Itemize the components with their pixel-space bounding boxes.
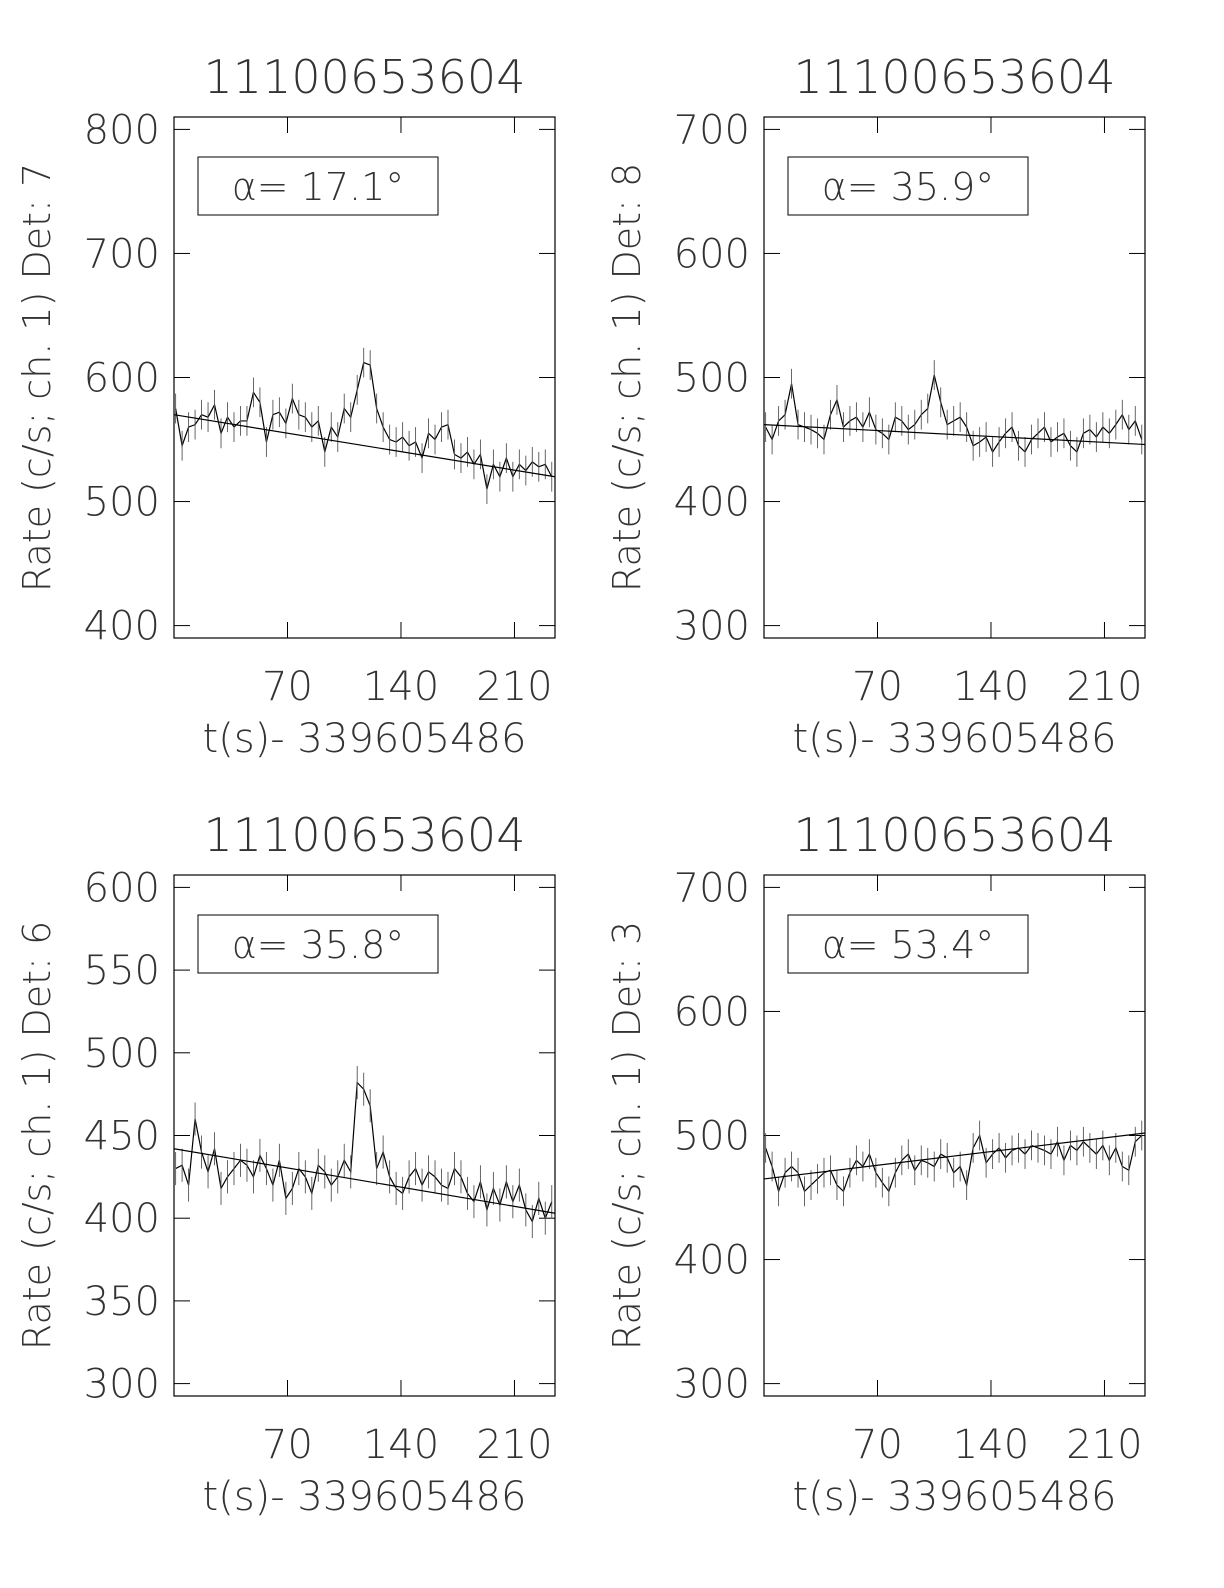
y-tick-label: 400: [674, 480, 750, 526]
y-tick-label: 300: [674, 1362, 750, 1408]
y-tick-label: 400: [84, 1196, 160, 1242]
x-tick-label: 140: [363, 664, 439, 710]
x-tick-label: 70: [262, 664, 313, 710]
data-line: [175, 361, 553, 490]
x-tick-label: 140: [953, 664, 1029, 710]
x-axis-label: t(s)- 339605486: [793, 716, 1117, 762]
panel: 11100653604 Rate (c/s; ch. 1) Det: 3 t(s)-…: [605, 808, 1146, 1520]
x-tick-label: 210: [476, 1422, 552, 1468]
y-tick-label: 400: [84, 604, 160, 650]
annotation: α= 35.8°: [232, 923, 405, 967]
fit-line: [763, 1132, 1146, 1180]
y-tick-label: 600: [674, 231, 750, 277]
y-tick-label: 600: [674, 989, 750, 1035]
panel: 11100653604 Rate (c/s; ch. 1) Det: 7 t(s)-…: [15, 50, 556, 762]
x-tick-label: 210: [1066, 664, 1142, 710]
annotation-box: [787, 156, 1029, 216]
y-tick-label: 400: [674, 1238, 750, 1284]
annotation: α= 53.4°: [822, 923, 995, 967]
x-tick-label: 70: [852, 664, 903, 710]
y-tick-label: 700: [84, 231, 160, 277]
panel-title: 11100653604: [204, 50, 526, 104]
y-tick-label: 500: [674, 356, 750, 402]
y-tick-label: 450: [84, 1114, 160, 1160]
y-tick-label: 550: [84, 948, 160, 994]
x-tick-label: 70: [262, 1422, 313, 1468]
y-tick-label: 700: [674, 865, 750, 911]
y-tick-label: 300: [674, 604, 750, 650]
annotation-box: [197, 914, 439, 974]
y-tick-label: 600: [84, 865, 160, 911]
x-tick-label: 210: [476, 664, 552, 710]
y-axis-label: Rate (c/s; ch. 1) Det: 7: [15, 163, 59, 592]
y-axis-label: Rate (c/s; ch. 1) Det: 8: [605, 163, 649, 592]
y-tick-label: 300: [84, 1362, 160, 1408]
y-tick-label: 500: [674, 1114, 750, 1160]
x-tick-label: 140: [363, 1422, 439, 1468]
y-tick-label: 600: [84, 356, 160, 402]
annotation-box: [787, 914, 1029, 974]
panel-title: 11100653604: [204, 808, 526, 862]
panel-title: 11100653604: [794, 50, 1116, 104]
y-tick-label: 500: [84, 480, 160, 526]
x-tick-label: 70: [852, 1422, 903, 1468]
panel: 11100653604 Rate (c/s; ch. 1) Det: 6 t(s)-…: [15, 808, 556, 1520]
fit-line: [173, 1148, 556, 1214]
y-axis-label: Rate (c/s; ch. 1) Det: 6: [15, 921, 59, 1350]
fit-line: [173, 414, 556, 478]
x-axis-label: t(s)- 339605486: [203, 716, 527, 762]
annotation-box: [197, 156, 439, 216]
annotation: α= 35.9°: [822, 165, 995, 209]
y-tick-label: 800: [84, 107, 160, 153]
y-axis-label: Rate (c/s; ch. 1) Det: 3: [605, 921, 649, 1350]
y-tick-label: 700: [674, 107, 750, 153]
x-axis-label: t(s)- 339605486: [793, 1474, 1117, 1520]
panel: 11100653604 Rate (c/s; ch. 1) Det: 8 t(s)-…: [605, 50, 1146, 762]
x-tick-label: 210: [1066, 1422, 1142, 1468]
fit-line: [763, 424, 1146, 446]
x-axis-label: t(s)- 339605486: [203, 1474, 527, 1520]
x-tick-label: 140: [953, 1422, 1029, 1468]
y-tick-label: 350: [84, 1279, 160, 1325]
panel-title: 11100653604: [794, 808, 1116, 862]
annotation: α= 17.1°: [232, 165, 405, 209]
y-tick-label: 500: [84, 1031, 160, 1077]
